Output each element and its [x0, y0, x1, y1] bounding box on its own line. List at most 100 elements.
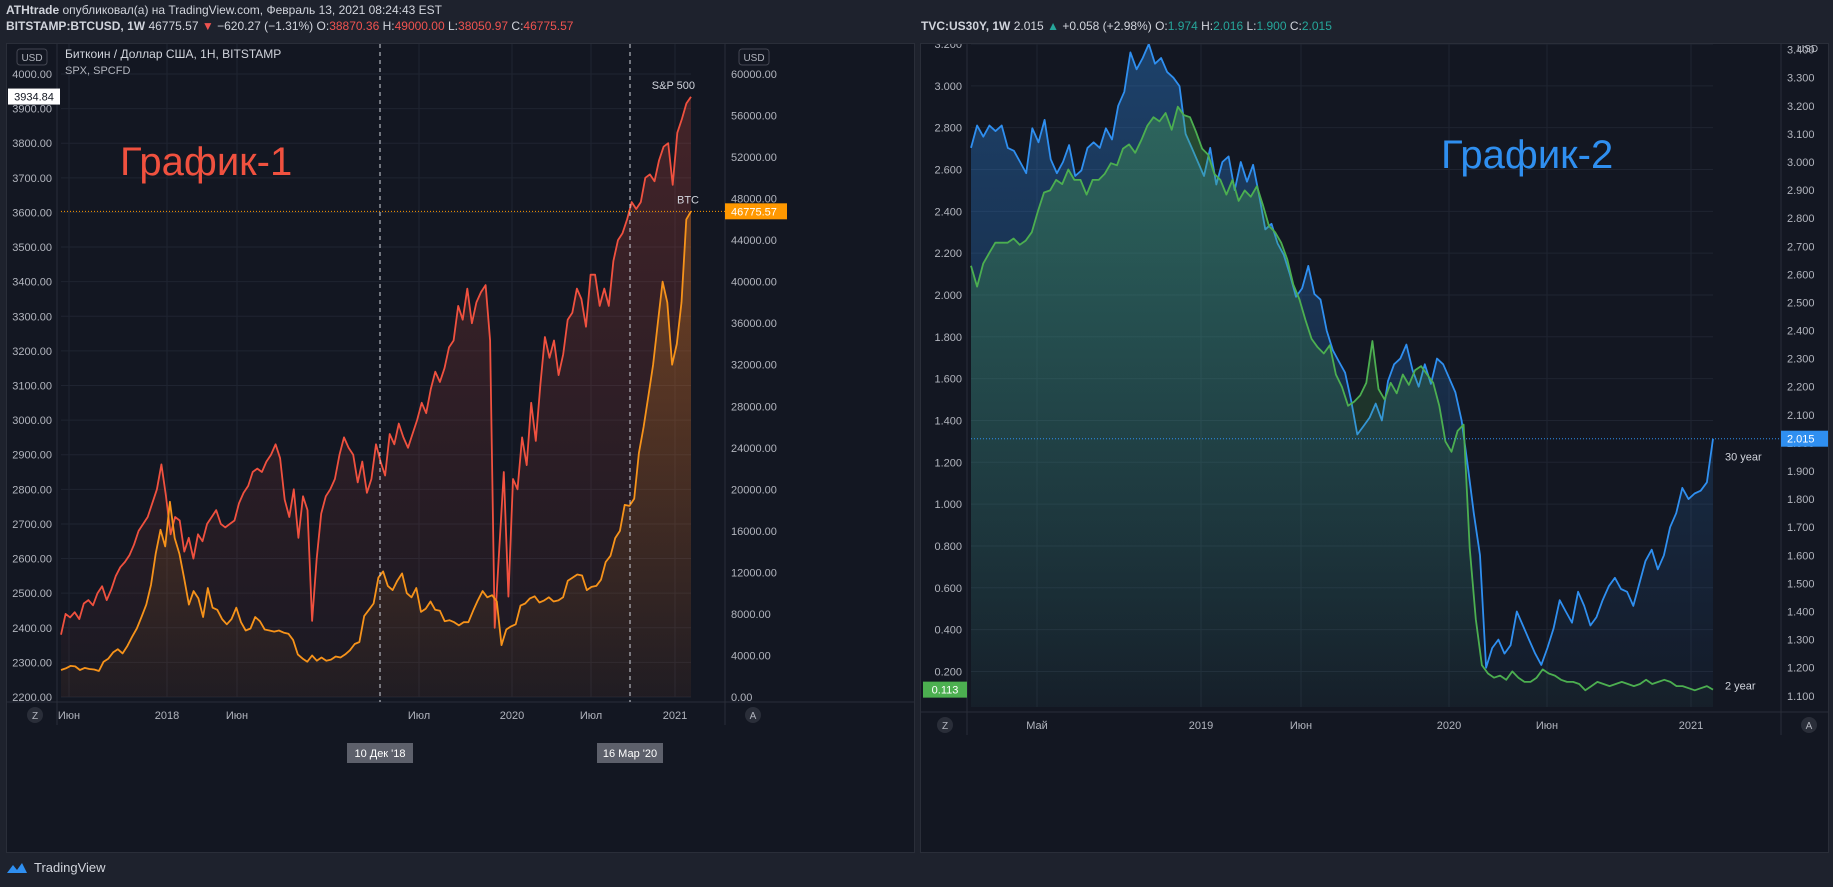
chart-panel-2[interactable]: 0.200 0.400 0.600 0.800 1.000 1.200 1.400 1.600…: [920, 39, 1833, 853]
close-label: C:: [1289, 19, 1302, 33]
right-axis-tick: 32000.00: [731, 360, 777, 372]
left-axis-tick: 2.800: [934, 123, 962, 135]
left-axis-tick: 3100.00: [12, 381, 52, 393]
publish-info: ATHtrade опубликовал(а) на TradingView.c…: [6, 3, 442, 17]
right-axis-tick: 4000.00: [731, 650, 771, 662]
right-axis-tick: 40000.00: [731, 277, 777, 289]
unit-right-label: USD: [743, 53, 764, 64]
auto-scale-button-bg: [1801, 717, 1817, 733]
right-axis-tick: 3.200: [1787, 101, 1815, 113]
chart-2-svg[interactable]: 0.200 0.400 0.600 0.800 1.000 1.200 1.400 1.600…: [921, 39, 1833, 852]
high-value: 2.016: [1213, 19, 1244, 33]
change-right: +0.058 (+2.98%): [1062, 19, 1152, 33]
left-axis-tick: 2.400: [934, 206, 962, 218]
high-label: H:: [382, 19, 395, 33]
tradingview-footer[interactable]: TradingView: [6, 860, 106, 875]
close-value: 2.015: [1301, 19, 1332, 33]
left-axis-tick: 1.600: [934, 374, 962, 386]
symbol-left[interactable]: BITSTAMP:BTCUSD, 1W: [6, 19, 146, 33]
right-axis-tick: 2.400: [1787, 326, 1815, 338]
event-marker-tag: 16 Мар '20: [603, 748, 657, 760]
auto-scale-button: A: [1806, 721, 1813, 732]
right-axis-tick: 24000.00: [731, 443, 777, 455]
price-left: 46775.57: [148, 19, 199, 33]
x-axis-tick: 2021: [1679, 720, 1703, 732]
right-axis-tick: 52000.00: [731, 152, 777, 164]
right-axis-tick: 2.700: [1787, 241, 1815, 253]
left-axis-tick: 2600.00: [12, 554, 52, 566]
legend-bar-left: BITSTAMP:BTCUSD, 1W 46775.57 ▼ −620.27 (…: [6, 19, 573, 33]
overlay-title: График-1: [120, 140, 292, 184]
left-axis-tick: 2.200: [934, 248, 962, 260]
left-axis-tick: 3.000: [934, 81, 962, 93]
chart-panel-1[interactable]: 2200.00 2300.00 2400.00 2500.00 2600.00 2700.…: [6, 43, 915, 853]
right-axis-tick: 2.500: [1787, 297, 1815, 309]
left-axis-tick: 1.200: [934, 457, 962, 469]
right-axis-tick: 2.200: [1787, 382, 1815, 394]
low-label: L:: [1246, 19, 1257, 33]
x-axis-tick: 2018: [155, 710, 179, 722]
x-axis-tick: 2020: [1437, 720, 1461, 732]
x-axis-tick: Июл: [408, 710, 430, 722]
left-axis-tick: 3800.00: [12, 138, 52, 150]
low-value: 38050.97: [458, 19, 509, 33]
right-axis-tick: 1.300: [1787, 635, 1815, 647]
right-axis-tick: 3.000: [1787, 157, 1815, 169]
event-marker-tag-bg: [347, 743, 413, 763]
right-axis-tick: 48000.00: [731, 194, 777, 206]
left-axis-tick: 1.800: [934, 332, 962, 344]
current-price-tag: 46775.57: [731, 206, 777, 218]
close-label: C:: [511, 19, 524, 33]
open-label: O:: [1155, 19, 1168, 33]
left-axis-tick: 2200.00: [12, 692, 52, 704]
open-value: 1.974: [1167, 19, 1198, 33]
left-axis-tick: 0.600: [934, 583, 962, 595]
right-axis-tick: 2.300: [1787, 354, 1815, 366]
open-label: O:: [316, 19, 330, 33]
chart-1-svg[interactable]: 2200.00 2300.00 2400.00 2500.00 2600.00 2700.…: [7, 44, 914, 852]
low-value: 1.900: [1256, 19, 1287, 33]
left-axis-tick: 1.000: [934, 499, 962, 511]
series-name-label: 2 year: [1725, 681, 1756, 693]
right-axis-tick: 20000.00: [731, 484, 777, 496]
right-axis-tick: 1.900: [1787, 466, 1815, 478]
series-line-1: [60, 210, 692, 672]
left-axis-tick: 3300.00: [12, 311, 52, 323]
right-axis-tick: 1.100: [1787, 691, 1815, 703]
right-axis-tick: 1.800: [1787, 494, 1815, 506]
high-label: H:: [1201, 19, 1214, 33]
right-axis-tick: 36000.00: [731, 318, 777, 330]
high-value: 49000.00: [394, 19, 445, 33]
right-axis-tick: 1.500: [1787, 578, 1815, 590]
zoom-button-bg: [27, 707, 43, 723]
unit-left-label: USD: [21, 53, 42, 64]
right-axis-tick: 44000.00: [731, 235, 777, 247]
right-axis-tick: 2.800: [1787, 213, 1815, 225]
x-axis-tick: Май: [1026, 720, 1048, 732]
x-axis-tick: 2021: [663, 710, 687, 722]
down-arrow-icon: ▼: [201, 19, 214, 33]
author-name[interactable]: ATHtrade: [6, 3, 60, 17]
left-axis-tick: 2.600: [934, 164, 962, 176]
current-left-tag-bg: [923, 681, 967, 698]
series-area-1: [971, 106, 1713, 707]
event-marker-tag: 10 Дек '18: [354, 748, 405, 760]
left-axis-tick: 3000.00: [12, 415, 52, 427]
right-axis-tick: 1.600: [1787, 550, 1815, 562]
left-axis-tick: 2500.00: [12, 588, 52, 600]
right-axis-tick: 1.200: [1787, 663, 1815, 675]
unit-right-box: [738, 48, 770, 66]
right-axis-tick: 16000.00: [731, 526, 777, 538]
current-left-tag: 3934.84: [14, 92, 54, 104]
brand-name: TradingView: [34, 860, 106, 875]
current-price-tag-bg: [725, 203, 787, 220]
series-area-0: [61, 96, 691, 698]
right-axis-tick: 2.900: [1787, 185, 1815, 197]
unit-right-label: USD: [1797, 44, 1818, 55]
right-axis-tick: 2.600: [1787, 269, 1815, 281]
right-axis-tick: 3.400: [1787, 45, 1815, 57]
left-axis-tick: 1.400: [934, 415, 962, 427]
symbol-right[interactable]: TVC:US30Y, 1W: [921, 19, 1011, 33]
x-axis-tick: 2019: [1189, 720, 1213, 732]
legend-bar-right: TVC:US30Y, 1W 2.015 ▲ +0.058 (+2.98%) O:…: [921, 19, 1332, 33]
